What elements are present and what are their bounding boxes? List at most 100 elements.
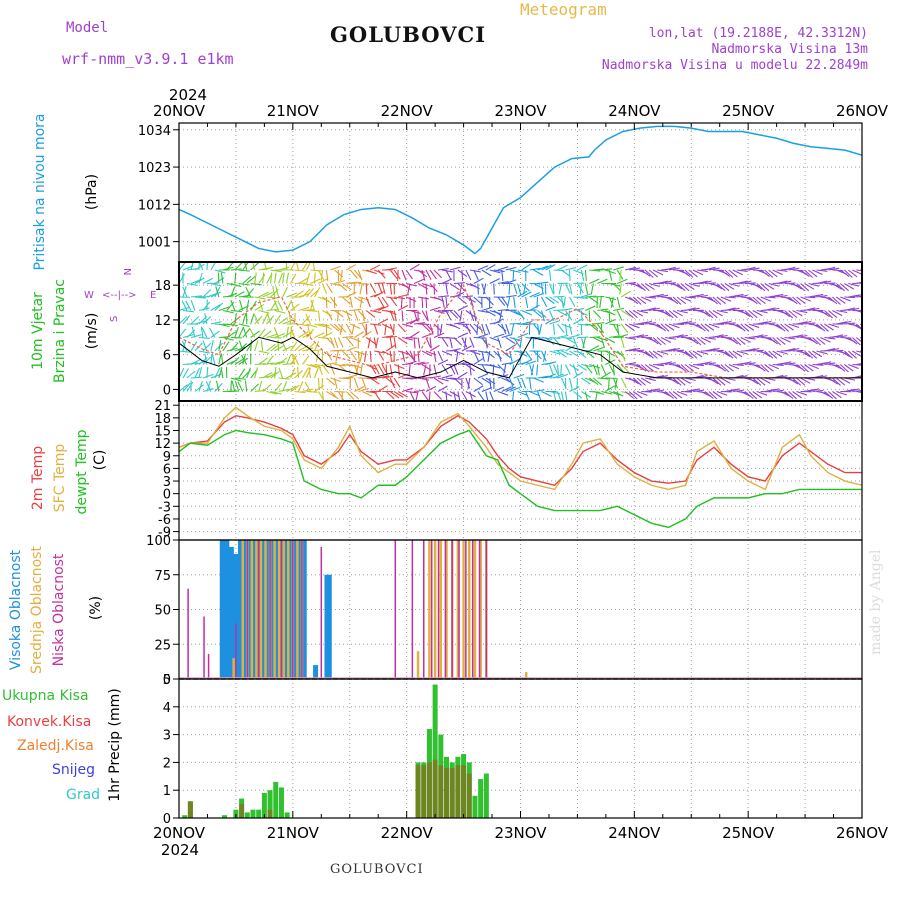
wind-arrow: [210, 282, 222, 287]
wind-arrow: [230, 357, 240, 365]
wind-arrow: [409, 391, 416, 401]
precip-total-bar: [182, 815, 188, 818]
wind-arrow: [664, 266, 676, 271]
wind-arrow: [629, 323, 640, 329]
wind-arrow: [433, 377, 444, 385]
wind-arrow: [537, 265, 549, 271]
wind-arrow: [760, 364, 770, 373]
wind-arrow: [792, 296, 801, 305]
wind-arrow: [752, 310, 763, 317]
wind-arrow: [732, 293, 744, 298]
cloud-bar: [235, 623, 237, 679]
wind-arrow: [613, 350, 624, 356]
wind-arrow: [263, 262, 268, 271]
wind-arrow: [274, 309, 286, 314]
wind-arrow: [425, 269, 432, 281]
wind-arrow: [298, 381, 304, 392]
wind-arrow: [239, 299, 244, 311]
wind-arrow: [533, 377, 544, 383]
dewpoint-line: [178, 429, 862, 529]
wind-arrow: [564, 323, 568, 335]
wind-arrow: [577, 264, 588, 271]
wind-arrow: [295, 262, 300, 271]
y-tick-label: 25: [154, 638, 171, 653]
wind-arrow: [565, 310, 573, 320]
precip-conv-bar: [438, 765, 444, 818]
cloud-bar: [274, 540, 280, 679]
wind-arrow: [580, 269, 585, 281]
y-tick-label: 1: [163, 784, 171, 799]
wind-arrow: [816, 323, 826, 332]
wind-arrow: [294, 390, 306, 394]
wind-arrow: [218, 340, 222, 352]
wind-arrow: [816, 269, 828, 272]
wind-arrow: [676, 296, 687, 305]
wind-arrow: [270, 269, 282, 273]
wind-arrow: [321, 283, 328, 294]
wind-arrow: [656, 280, 668, 285]
wind-arrow: [234, 326, 239, 338]
wind-arrow: [848, 388, 860, 393]
wind-arrow: [445, 283, 449, 295]
wind-arrow: [812, 323, 823, 330]
wind-arrow: [461, 345, 472, 352]
wind-arrow: [393, 337, 397, 349]
wind-arrow: [179, 315, 188, 325]
wind-arrow: [469, 337, 475, 348]
wind-arrow: [252, 262, 256, 271]
wind-arrow: [190, 376, 202, 379]
wind-arrow: [517, 283, 522, 295]
wind-arrow: [804, 322, 816, 325]
wind-arrow: [584, 283, 589, 295]
cloud-ylabel-2: Srednja Oblacnost: [29, 546, 45, 674]
wind-arrow: [353, 377, 359, 389]
wind-arrow: [736, 350, 748, 355]
wind-arrow: [824, 348, 836, 352]
wind-arrow: [365, 283, 368, 295]
wind-arrow: [194, 263, 205, 271]
wind-arrow: [497, 296, 506, 306]
cloud-bar: [237, 540, 243, 679]
sfc-temp-line: [178, 406, 863, 491]
wind-arrow: [350, 336, 361, 343]
wind-arrow: [246, 367, 251, 379]
wind-arrow: [405, 282, 417, 287]
wind-arrow: [788, 310, 798, 319]
wind-arrow: [286, 385, 297, 392]
wind-arrow: [648, 363, 660, 370]
wind-arrow: [828, 377, 838, 385]
wind-arrow: [262, 372, 273, 379]
y-tick-label: 3: [163, 475, 171, 490]
wind-arrow: [375, 337, 379, 349]
wind-arrow: [804, 296, 816, 299]
wind-arrow: [832, 377, 841, 386]
wind-arrow: [258, 380, 263, 392]
wind-arrow: [680, 320, 692, 325]
wind-arrow: [274, 272, 277, 284]
wind-arrow: [461, 337, 468, 348]
wind-arrow: [619, 269, 622, 281]
wind-arrow: [293, 354, 300, 365]
wind-arrow: [489, 391, 495, 401]
wind-arrow: [413, 278, 425, 285]
wind-arrow: [656, 350, 668, 355]
wind-arrow: [433, 309, 445, 314]
precip-legend-2: Zaledj.Kisa: [17, 738, 94, 754]
wind-arrow: [764, 283, 775, 290]
wind-arrow: [800, 269, 810, 277]
wind-arrow: [222, 336, 234, 341]
wind-arrow: [688, 282, 700, 287]
wind-arrow: [366, 269, 377, 275]
x-day-label-top: 23NOV: [494, 102, 547, 120]
cloud-bar: [479, 540, 482, 679]
wind-arrow: [358, 387, 369, 393]
wind-arrow: [525, 296, 529, 308]
wind-arrow: [334, 310, 344, 318]
wind-arrow: [258, 350, 270, 354]
wind-arrow: [704, 266, 716, 271]
wind-arrow: [389, 337, 393, 349]
wind-arrow: [597, 278, 608, 285]
wind-arrow: [218, 306, 230, 312]
x-day-label-top: 21NOV: [267, 102, 320, 120]
wind-arrow: [270, 272, 273, 284]
